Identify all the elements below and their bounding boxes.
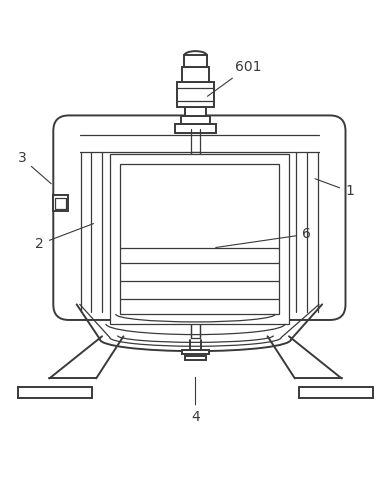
Text: 601: 601: [208, 60, 261, 96]
Bar: [182, 67, 209, 82]
Bar: [181, 116, 210, 124]
Bar: [299, 387, 373, 398]
Bar: [52, 195, 68, 211]
Text: 3: 3: [18, 151, 51, 183]
Bar: [191, 152, 200, 338]
Bar: [185, 356, 206, 360]
Bar: [55, 198, 66, 208]
Text: 6: 6: [216, 227, 311, 247]
Bar: [18, 387, 92, 398]
Bar: [185, 107, 206, 116]
Text: 2: 2: [35, 224, 93, 251]
FancyBboxPatch shape: [53, 116, 346, 320]
Bar: [110, 154, 289, 324]
Bar: [175, 124, 216, 133]
Text: 1: 1: [315, 179, 354, 199]
Bar: [120, 164, 279, 314]
Bar: [184, 56, 207, 67]
Bar: [177, 82, 214, 107]
Text: 4: 4: [191, 377, 200, 425]
Bar: [182, 350, 209, 354]
